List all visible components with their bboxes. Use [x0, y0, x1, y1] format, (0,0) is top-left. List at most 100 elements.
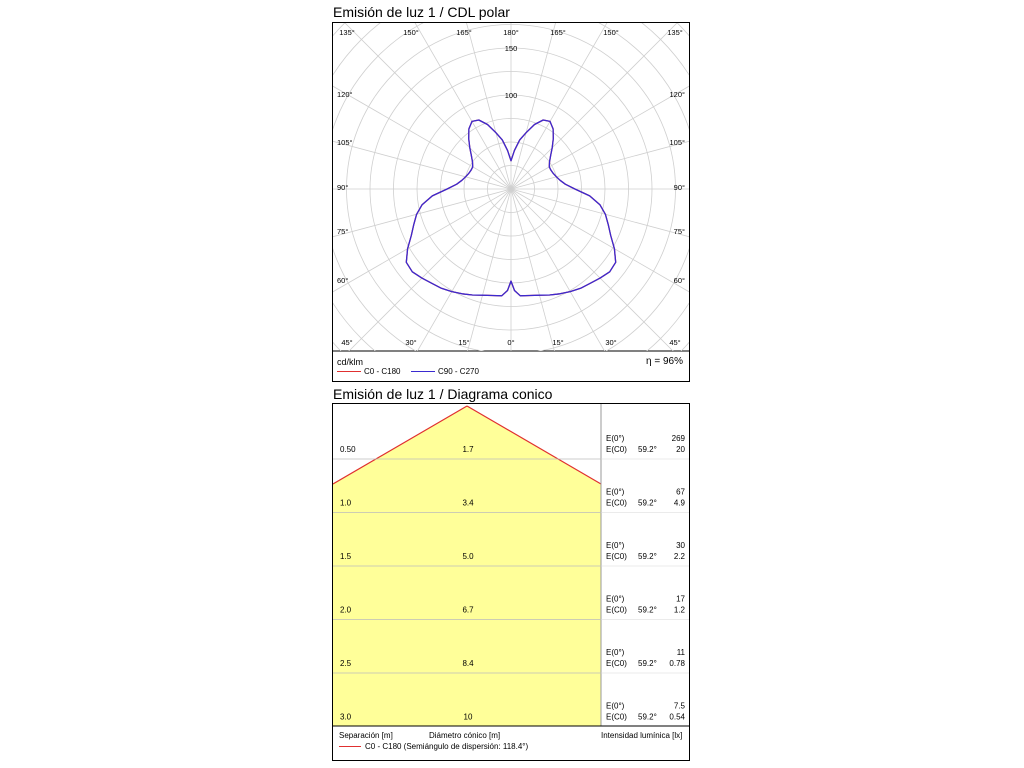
polar-grid-spoke [414, 23, 512, 190]
cone-e0-label: E(0°) [606, 541, 625, 550]
polar-grid-spoke [333, 85, 512, 190]
polar-angle-label: 105° [337, 138, 353, 147]
cone-e0-value: 11 [677, 648, 686, 657]
cone-chart-panel: 0.50 1.7 E(0°) 269 E(C0) 59.2° 20 1.0 3.4 E(0°) 67… [332, 403, 690, 761]
cone-e0-label: E(0°) [606, 595, 625, 604]
cone-diameter-value: 3.4 [462, 499, 474, 508]
polar-grid [333, 23, 689, 351]
cone-chart-title: Emisión de luz 1 / Diagrama conico [333, 386, 553, 402]
legend-c0-line [337, 371, 361, 372]
cone-e0-label: E(0°) [606, 702, 625, 711]
polar-angle-label: 90° [674, 183, 685, 192]
polar-grid-spoke [333, 188, 512, 238]
polar-grid-spoke [510, 23, 678, 190]
polar-series-c90 [405, 119, 617, 297]
legend-c0-label: C0 - C180 [364, 367, 401, 376]
cone-diameter-value: 8.4 [462, 659, 474, 668]
cone-e0-value: 269 [672, 434, 686, 443]
cone-separation-value: 2.5 [340, 659, 352, 668]
cone-diameter-value: 1.7 [462, 445, 474, 454]
cone-separation-value: 1.5 [340, 552, 352, 561]
cone-angle-value: 59.2° [638, 606, 657, 615]
polar-grid-spoke [510, 23, 556, 190]
polar-grid-spoke [467, 188, 512, 351]
cone-diagram: 0.50 1.7 E(0°) 269 E(C0) 59.2° 20 1.0 3.4 E(0°) 67… [333, 404, 689, 727]
polar-angle-label: 45° [669, 338, 680, 347]
cone-diameter-value: 10 [464, 713, 473, 722]
cone-ec0-value: 2.2 [674, 552, 686, 561]
cone-edge-left [333, 405, 468, 485]
polar-angle-label: 30° [405, 338, 416, 347]
cone-ec0-value: 0.78 [669, 659, 685, 668]
polar-angle-label: 15° [552, 338, 563, 347]
polar-angle-label: 135° [339, 28, 355, 37]
polar-angle-label: 105° [669, 138, 685, 147]
cone-separation-value: 3.0 [340, 713, 352, 722]
cone-ec0-label: E(C0) [606, 713, 627, 722]
cone-ec0-value: 20 [676, 445, 685, 454]
polar-angle-label: 60° [337, 276, 348, 285]
polar-grid-spoke [333, 188, 512, 293]
polar-grid-spoke [510, 188, 689, 293]
polar-angle-label: 75° [337, 227, 348, 236]
cone-e0-label: E(0°) [606, 434, 625, 443]
polar-angle-label: 0° [507, 338, 514, 347]
cone-angle-value: 59.2° [638, 445, 657, 454]
polar-angle-label: 165° [456, 28, 472, 37]
polar-grid-spoke [344, 23, 512, 190]
footer-intensity: Intensidad lumínica [lx] [601, 731, 683, 740]
cone-separation-value: 2.0 [340, 606, 352, 615]
cone-e0-value: 67 [676, 488, 685, 497]
cone-e0-value: 30 [676, 541, 685, 550]
polar-grid-spoke [510, 23, 608, 190]
cone-e0-value: 7.5 [674, 702, 686, 711]
polar-chart-panel: 100150200250300135°150°165°180°165°150°1… [332, 22, 690, 382]
cone-legend-label: C0 - C180 (Semiángulo de dispersión: 118… [365, 742, 529, 751]
polar-radial-tick: 150 [505, 44, 518, 53]
cone-ec0-value: 4.9 [674, 499, 686, 508]
cone-edge-right [466, 405, 602, 485]
polar-chart-title: Emisión de luz 1 / CDL polar [333, 4, 510, 20]
polar-angle-label: 165° [550, 28, 566, 37]
polar-angle-label: 30° [605, 338, 616, 347]
polar-grid-spoke [510, 85, 689, 190]
cone-ec0-label: E(C0) [606, 552, 627, 561]
polar-grid-spoke [510, 188, 674, 351]
cone-ec0-label: E(C0) [606, 499, 627, 508]
cone-e0-label: E(0°) [606, 488, 625, 497]
cone-angle-value: 59.2° [638, 659, 657, 668]
cone-e0-value: 17 [676, 595, 685, 604]
cone-angle-value: 59.2° [638, 499, 657, 508]
polar-radial-tick: 100 [505, 91, 518, 100]
polar-angle-label: 150° [403, 28, 419, 37]
polar-angle-label: 90° [337, 183, 348, 192]
cone-ec0-label: E(C0) [606, 445, 627, 454]
cone-ec0-label: E(C0) [606, 659, 627, 668]
polar-unit-label: cd/klm [337, 357, 364, 367]
legend-c90-line [411, 371, 435, 372]
polar-angle-label: 150° [603, 28, 619, 37]
polar-angle-label: 15° [458, 338, 469, 347]
cone-diameter-value: 6.7 [462, 606, 474, 615]
polar-efficiency: η = 96% [646, 356, 683, 367]
polar-angle-label: 75° [674, 227, 685, 236]
cone-separation-value: 1.0 [340, 499, 352, 508]
polar-curves [405, 119, 617, 297]
cone-diameter-value: 5.0 [462, 552, 474, 561]
polar-angle-label: 120° [337, 90, 353, 99]
polar-grid-spoke [510, 188, 689, 238]
polar-grid-spoke [510, 188, 555, 351]
polar-angle-label: 120° [669, 90, 685, 99]
cone-ec0-label: E(C0) [606, 606, 627, 615]
polar-angle-label: 45° [341, 338, 352, 347]
cone-angle-value: 59.2° [638, 713, 657, 722]
cone-separation-value: 0.50 [340, 445, 356, 454]
footer-separation: Separación [m] [339, 731, 393, 740]
cone-angle-value: 59.2° [638, 552, 657, 561]
cone-ec0-value: 0.54 [669, 713, 685, 722]
cone-legend-line [339, 746, 361, 747]
polar-angle-label: 180° [503, 28, 519, 37]
polar-grid-spoke [333, 140, 512, 190]
cone-e0-label: E(0°) [606, 648, 625, 657]
footer-diameter: Diámetro cónico [m] [429, 731, 501, 740]
